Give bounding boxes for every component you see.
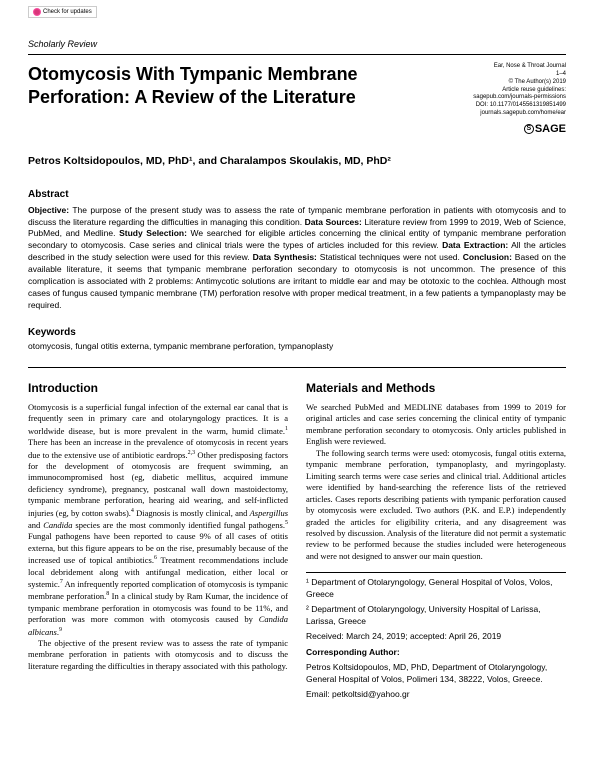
right-column: Materials and Methods We searched PubMed… bbox=[306, 380, 566, 705]
title-block: Otomycosis With Tympanic Membrane Perfor… bbox=[28, 63, 436, 108]
left-column: Introduction Otomycosis is a superficial… bbox=[28, 380, 288, 705]
sage-s-icon: S bbox=[524, 124, 534, 134]
copyright: © The Author(s) 2019 bbox=[436, 79, 566, 87]
footnotes: ¹ Department of Otolaryngology, General … bbox=[306, 572, 566, 700]
abstract-objective-label: Objective: bbox=[28, 205, 69, 215]
header-rule bbox=[28, 54, 566, 55]
journal-name: Ear, Nose & Throat Journal bbox=[436, 63, 566, 71]
methods-p2: The following search terms were used: ot… bbox=[306, 448, 566, 563]
authors: Petros Koltsidopoulos, MD, PhD¹, and Cha… bbox=[28, 154, 566, 168]
page-range: 1–4 bbox=[436, 71, 566, 79]
update-icon bbox=[33, 8, 41, 16]
reuse-label: Article reuse guidelines: bbox=[436, 87, 566, 95]
keywords-heading: Keywords bbox=[28, 326, 566, 340]
intro-p2: The objective of the present review was … bbox=[28, 638, 288, 672]
body-columns: Introduction Otomycosis is a superficial… bbox=[28, 380, 566, 705]
corresponding-email: Email: petkoltsid@yahoo.gr bbox=[306, 689, 566, 700]
journal-meta: Ear, Nose & Throat Journal 1–4 © The Aut… bbox=[436, 63, 566, 136]
sage-text: SAGE bbox=[535, 122, 566, 136]
reuse-url: sagepub.com/journals-permissions bbox=[436, 94, 566, 102]
abstract-heading: Abstract bbox=[28, 188, 566, 202]
abstract-body: Objective: The purpose of the present st… bbox=[28, 205, 566, 312]
corresponding-author: Petros Koltsidopoulos, MD, PhD, Departme… bbox=[306, 662, 566, 685]
abstract-dataextraction-label: Data Extraction: bbox=[442, 240, 508, 250]
affiliation-1: ¹ Department of Otolaryngology, General … bbox=[306, 577, 566, 600]
abstract-conclusion-label: Conclusion: bbox=[463, 252, 512, 262]
doi: DOI: 10.1177/0145561319851499 bbox=[436, 102, 566, 110]
abstract-studyselection-label: Study Selection: bbox=[119, 228, 187, 238]
introduction-heading: Introduction bbox=[28, 380, 288, 396]
sage-logo: SSAGE bbox=[524, 122, 566, 136]
check-updates-badge[interactable]: Check for updates bbox=[28, 6, 97, 18]
affiliation-2: ² Department of Otolaryngology, Universi… bbox=[306, 604, 566, 627]
header-row: Otomycosis With Tympanic Membrane Perfor… bbox=[28, 63, 566, 136]
methods-heading: Materials and Methods bbox=[306, 380, 566, 396]
article-type: Scholarly Review bbox=[28, 38, 566, 50]
keywords-body: otomycosis, fungal otitis externa, tympa… bbox=[28, 341, 566, 352]
received-date: Received: March 24, 2019; accepted: Apri… bbox=[306, 631, 566, 642]
check-updates-label: Check for updates bbox=[43, 8, 92, 16]
abstract-datasources-label: Data Sources: bbox=[305, 217, 362, 227]
body-rule bbox=[28, 367, 566, 368]
corresponding-label: Corresponding Author: bbox=[306, 647, 400, 657]
journal-url: journals.sagepub.com/home/ear bbox=[436, 110, 566, 118]
abstract-datasynthesis-label: Data Synthesis: bbox=[253, 252, 317, 262]
abstract-datasynthesis: Statistical techniques were not used. bbox=[317, 252, 463, 262]
article-title: Otomycosis With Tympanic Membrane Perfor… bbox=[28, 63, 416, 108]
methods-p1: We searched PubMed and MEDLINE databases… bbox=[306, 402, 566, 448]
intro-p1: Otomycosis is a superficial fungal infec… bbox=[28, 402, 288, 638]
